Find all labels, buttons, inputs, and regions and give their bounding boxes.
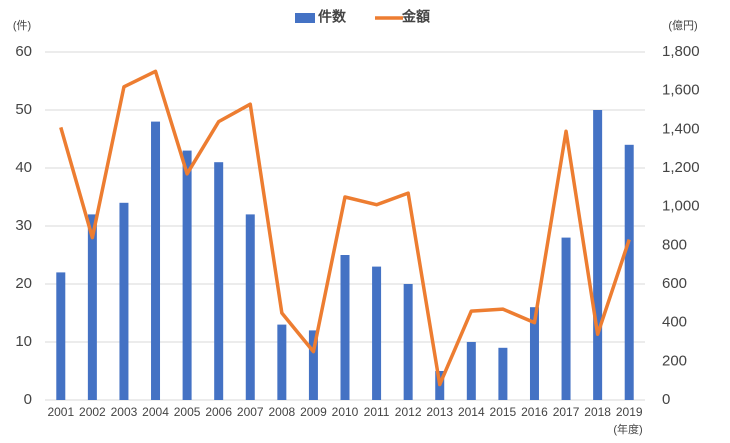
x-tick-label: 2012: [395, 405, 422, 419]
x-axis-label: (年度): [613, 422, 642, 436]
legend-swatch: [295, 13, 315, 23]
x-tick-label: 2007: [237, 405, 264, 419]
x-tick-label: 2006: [205, 405, 232, 419]
x-tick-label: 2014: [458, 405, 485, 419]
x-tick-label: 2009: [300, 405, 327, 419]
y-tick-label: 20: [15, 275, 32, 292]
bar: [56, 272, 66, 400]
x-tick-label: 2003: [111, 405, 138, 419]
y-tick-label: 0: [24, 391, 32, 408]
legend-label: 件数: [318, 9, 347, 25]
bar: [277, 324, 287, 400]
bar: [593, 110, 603, 400]
y-tick-label: 10: [15, 333, 32, 350]
x-tick-label: 2016: [521, 405, 548, 419]
x-tick-label: 2002: [79, 405, 106, 419]
bar: [529, 307, 539, 400]
x-tick-label: 2019: [616, 405, 643, 419]
bar: [119, 202, 129, 400]
bar: [308, 330, 318, 400]
legend-label: 金額: [401, 9, 430, 25]
y2-tick-label: 1,600: [662, 82, 700, 99]
x-tick-label: 2018: [584, 405, 611, 419]
x-tick-label: 2010: [332, 405, 359, 419]
line: [59, 69, 631, 387]
bar: [403, 284, 413, 400]
y2-tick-label: 0: [662, 391, 670, 408]
y2-tick-label: 600: [662, 275, 687, 292]
bar: [466, 342, 476, 400]
x-tick-label: 2005: [174, 405, 201, 419]
bar: [624, 144, 634, 400]
x-tick-label: 2008: [268, 405, 295, 419]
x-tick-label: 2001: [47, 405, 74, 419]
bar: [372, 266, 382, 400]
y2-tick-label: 1,000: [662, 198, 700, 215]
y-axis-label: (件): [13, 19, 31, 32]
y-tick-label: 50: [15, 101, 32, 118]
y-tick-label: 60: [15, 43, 32, 60]
bar: [87, 214, 97, 400]
bar: [151, 121, 161, 400]
bar: [214, 162, 224, 400]
x-tick-label: 2004: [142, 405, 169, 419]
y2-tick-label: 800: [662, 236, 687, 253]
bar: [245, 214, 255, 400]
y2-tick-label: 1,200: [662, 159, 700, 176]
y-tick-label: 40: [15, 159, 32, 176]
bar: [561, 237, 571, 400]
bar: [498, 347, 508, 400]
y2-tick-label: 200: [662, 352, 687, 369]
x-tick-label: 2013: [426, 405, 453, 419]
x-tick-label: 2017: [553, 405, 580, 419]
x-tick-label: 2011: [364, 405, 390, 419]
y-tick-label: 30: [15, 217, 32, 234]
y2-tick-label: 1,800: [662, 43, 700, 60]
y2-axis-label: (億円): [668, 19, 697, 32]
x-tick-label: 2015: [490, 405, 517, 419]
bar: [182, 150, 192, 400]
bar: [340, 255, 350, 400]
y2-tick-label: 400: [662, 314, 687, 331]
y2-tick-label: 1,400: [662, 120, 700, 137]
